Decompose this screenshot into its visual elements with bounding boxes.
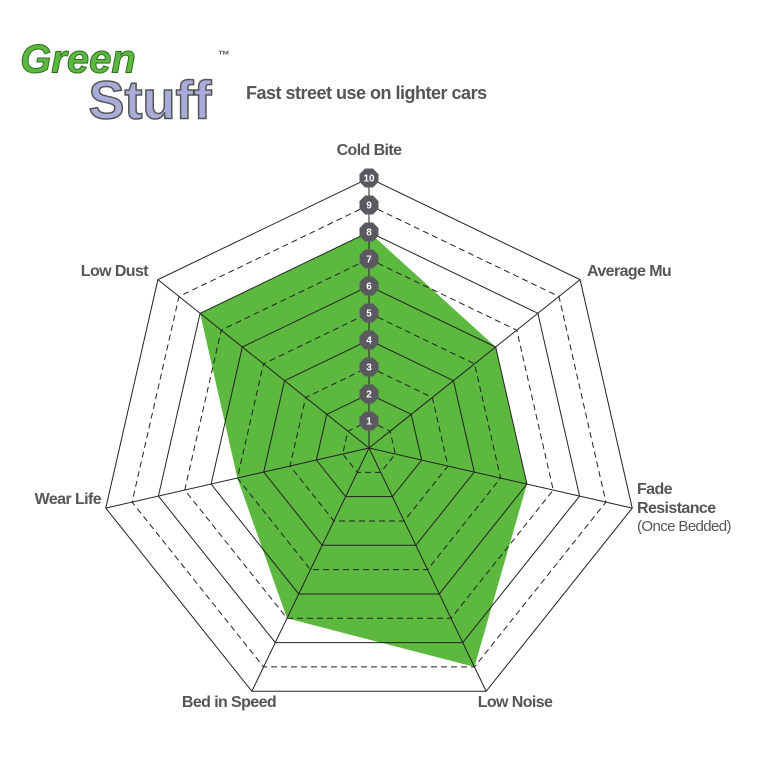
grid-ring	[236, 312, 502, 571]
logo-trademark: ™	[218, 48, 230, 62]
axis-label: Fade Resistance	[637, 481, 716, 517]
spoke	[105, 447, 370, 509]
tick-badge	[359, 303, 379, 323]
grid-ring	[210, 285, 528, 595]
axis-label: Cold Bite	[336, 142, 402, 159]
axis-label: Low Noise	[477, 694, 553, 711]
logo-line1: Green	[20, 38, 136, 82]
grid-ring	[342, 420, 396, 473]
spoke	[251, 447, 370, 692]
tick-badge	[359, 195, 379, 215]
spoke	[368, 447, 633, 509]
tick-label: 3	[366, 363, 372, 374]
tick-badge	[359, 330, 379, 350]
grid-ring	[184, 258, 554, 619]
grid-ring	[131, 204, 607, 668]
axis-label: Bed in Speed	[181, 694, 277, 711]
tick-badge	[359, 384, 379, 404]
axis-label: Wear Life	[34, 491, 102, 508]
tick-label: 1	[366, 417, 372, 428]
tick-badge	[359, 357, 379, 377]
tick-badge	[359, 249, 379, 269]
tick-badge	[359, 276, 379, 296]
axis-label: Average Mu	[587, 263, 672, 280]
tick-label: 4	[366, 336, 372, 347]
tick-label: 2	[366, 390, 372, 401]
grid-ring	[157, 231, 581, 644]
spoke	[157, 279, 370, 449]
tick-label: 9	[366, 201, 372, 212]
tick-label: 8	[366, 228, 372, 239]
tick-badge	[359, 411, 379, 431]
spoke	[368, 279, 581, 449]
logo-line2: Stuff	[89, 70, 213, 130]
grid-ring	[289, 366, 449, 522]
grid-ring	[263, 339, 475, 546]
grid-ring	[315, 393, 423, 498]
axis-label: Low Dust	[80, 263, 149, 280]
tick-badge	[359, 168, 379, 188]
tick-label: 5	[366, 309, 372, 320]
tick-label: 7	[366, 255, 372, 266]
axis-label-note: (Once Bedded)	[637, 518, 732, 535]
chart-title: Fast street use on lighter cars	[246, 83, 487, 103]
grid-ring	[105, 177, 633, 692]
tick-badge	[359, 222, 379, 242]
tick-label: 10	[363, 174, 375, 185]
tick-label: 6	[366, 282, 372, 293]
spoke	[368, 447, 487, 692]
